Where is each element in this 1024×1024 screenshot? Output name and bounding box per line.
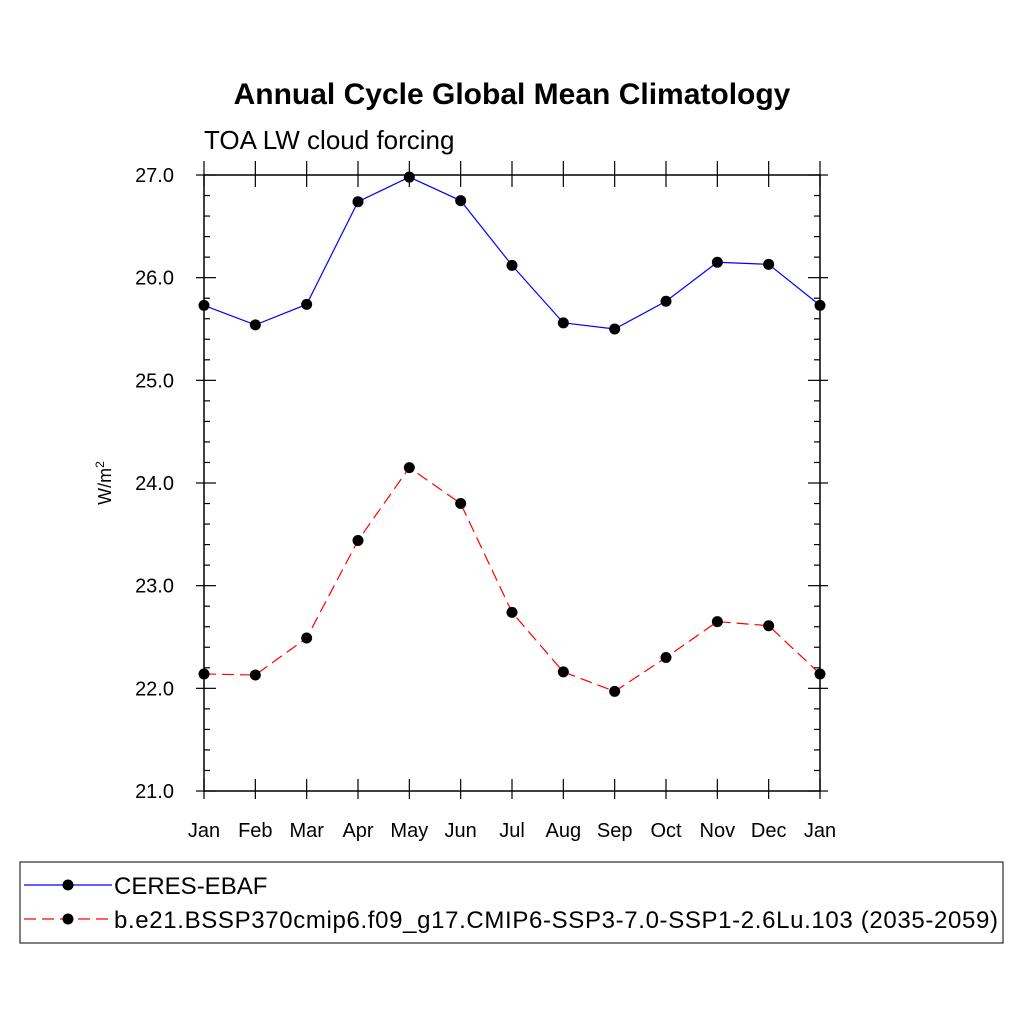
y-tick-label: 21.0 [135, 781, 174, 803]
series-line-0 [203, 176, 821, 330]
series-point-0 [660, 295, 672, 307]
series-point-0 [352, 196, 364, 208]
legend-label-0: CERES-EBAF [114, 873, 267, 900]
x-tick-label: Oct [650, 820, 682, 842]
series-point-0 [249, 319, 261, 331]
y-tick-label: 27.0 [135, 165, 174, 187]
y-axis-label: W/m2 [93, 461, 115, 505]
series-point-1 [660, 652, 672, 664]
series-layer [198, 171, 826, 697]
series-point-0 [403, 171, 415, 183]
series-point-0 [198, 299, 210, 311]
y-tick-label: 22.0 [135, 678, 174, 700]
chart-subtitle: TOA LW cloud forcing [204, 125, 454, 155]
series-point-0 [301, 298, 313, 310]
series-point-1 [249, 669, 261, 681]
x-axis: Jan Feb Mar Apr May Jun Jul Aug Sep Oct Nov Dec Jan [188, 161, 836, 842]
legend-marker-1 [62, 913, 74, 925]
series-point-0 [609, 323, 621, 335]
series-point-1 [198, 668, 210, 680]
x-tick-label: Sep [597, 820, 633, 842]
series-point-1 [814, 668, 826, 680]
series-point-1 [506, 606, 518, 618]
x-tick-label: Feb [238, 820, 272, 842]
x-tick-label: Jan [804, 820, 836, 842]
x-tick-label: Jan [188, 820, 220, 842]
y-axis-label-superscript: 2 [93, 461, 107, 468]
legend-box [19, 861, 1004, 944]
series-point-1 [455, 498, 467, 510]
chart-title: Annual Cycle Global Mean Climatology [234, 78, 791, 111]
y-axis-label-text: W/m [95, 468, 115, 505]
y-tick-label: 26.0 [135, 268, 174, 290]
series-point-1 [352, 534, 364, 546]
x-tick-label: Dec [751, 820, 787, 842]
series-point-1 [557, 666, 569, 678]
x-tick-label: Mar [289, 820, 324, 842]
y-tick-label: 24.0 [135, 473, 174, 495]
legend-marker-0 [62, 879, 74, 891]
y-tick-label: 23.0 [135, 576, 174, 598]
y-tick-label: 25.0 [135, 370, 174, 392]
x-tick-label: Jul [499, 820, 525, 842]
series-point-0 [814, 299, 826, 311]
x-tick-label: Nov [700, 820, 736, 842]
series-point-1 [763, 620, 775, 632]
series-point-0 [506, 259, 518, 271]
series-point-1 [301, 632, 313, 644]
x-tick-label: Aug [546, 820, 582, 842]
series-point-0 [557, 317, 569, 329]
y-axis: 21.0 22.0 23.0 24.0 25.0 26.0 27.0 [135, 165, 828, 803]
series-point-1 [609, 685, 621, 697]
legend: CERES-EBAF b.e21.BSSP370cmip6.f09_g17.CMI… [24, 873, 998, 934]
series-point-1 [711, 616, 723, 628]
series-point-0 [455, 195, 467, 207]
series-point-0 [711, 256, 723, 268]
x-tick-label: Jun [445, 820, 477, 842]
series-line-1 [203, 466, 821, 693]
x-tick-label: May [390, 820, 428, 842]
series-point-1 [403, 462, 415, 474]
x-tick-label: Apr [342, 820, 373, 842]
series-point-0 [763, 258, 775, 270]
legend-label-1: b.e21.BSSP370cmip6.f09_g17.CMIP6-SSP3-7.… [114, 907, 998, 934]
